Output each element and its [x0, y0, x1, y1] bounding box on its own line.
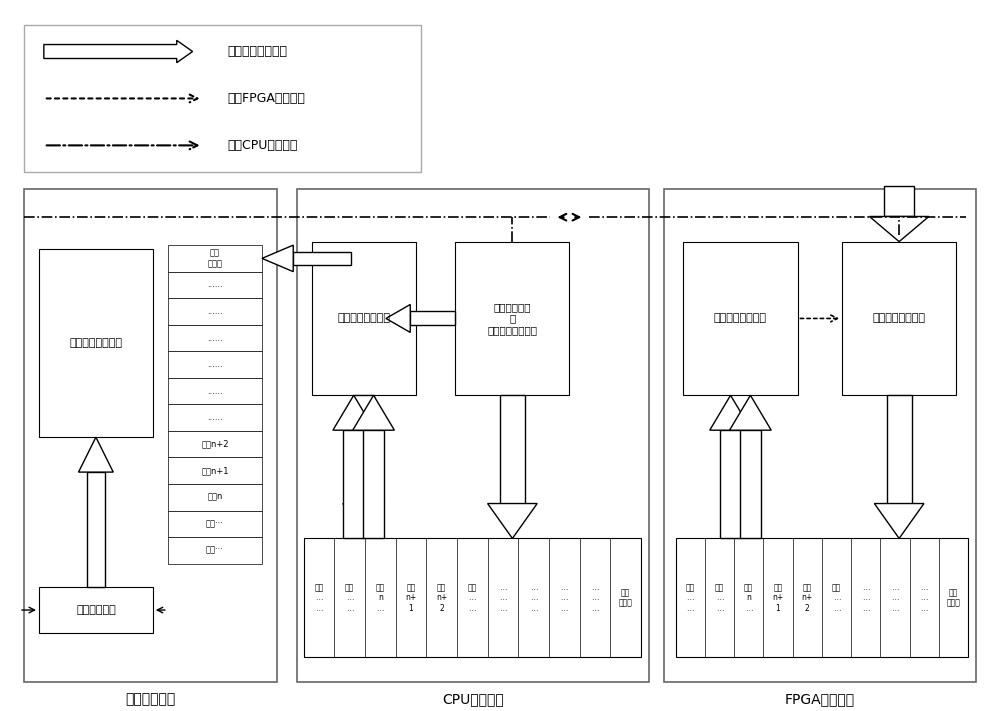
Text: 网络报文过滤: 网络报文过滤: [76, 605, 116, 615]
Bar: [720, 430, 741, 538]
Polygon shape: [333, 395, 375, 430]
Text: …
…
…: … … …: [862, 583, 869, 613]
FancyArrow shape: [44, 41, 193, 63]
Bar: [39, 249, 153, 437]
Text: 表示FPGA命令流向: 表示FPGA命令流向: [227, 92, 305, 105]
Bar: [24, 189, 277, 682]
Text: 报文
n
…: 报文 n …: [376, 583, 385, 613]
Polygon shape: [730, 395, 771, 430]
Text: …
…
…: … … …: [499, 583, 507, 613]
Polygon shape: [488, 503, 537, 538]
Text: 报文···: 报文···: [206, 519, 224, 528]
Text: ......: ......: [207, 360, 223, 369]
Text: …
…
…: … … …: [891, 583, 899, 613]
Bar: [168, 272, 262, 298]
Text: 报文
n+
1: 报文 n+ 1: [405, 583, 417, 613]
Polygon shape: [710, 395, 751, 430]
Text: 报文
缓冲区: 报文 缓冲区: [947, 588, 960, 607]
Bar: [410, 311, 455, 326]
Bar: [24, 25, 421, 172]
Bar: [293, 252, 351, 265]
Polygon shape: [343, 503, 384, 538]
Text: …
…
…: … … …: [560, 583, 568, 613]
Text: …
…
…: … … …: [920, 583, 928, 613]
Bar: [168, 510, 262, 537]
Text: 网络报文处理模块: 网络报文处理模块: [714, 314, 767, 324]
Bar: [168, 325, 262, 351]
Text: 表示网络报文流向: 表示网络报文流向: [227, 45, 287, 58]
Polygon shape: [353, 395, 394, 430]
Bar: [343, 430, 364, 538]
Bar: [168, 457, 262, 484]
Text: 报文n: 报文n: [207, 493, 223, 502]
Polygon shape: [79, 437, 113, 472]
Bar: [676, 538, 968, 657]
Polygon shape: [262, 245, 293, 272]
Text: …
…
…: … … …: [530, 583, 537, 613]
Text: ......: ......: [207, 280, 223, 289]
Text: 网络报文过滤模块: 网络报文过滤模块: [873, 314, 926, 324]
Text: 报文n+2: 报文n+2: [201, 439, 229, 449]
Bar: [500, 395, 525, 503]
Polygon shape: [874, 503, 924, 538]
Text: 报文
…
…: 报文 … …: [715, 583, 724, 613]
Polygon shape: [869, 216, 929, 242]
Bar: [664, 189, 976, 682]
Text: 报文
n+
1: 报文 n+ 1: [772, 583, 784, 613]
Text: 表示CPU命令流向: 表示CPU命令流向: [227, 139, 298, 152]
Bar: [312, 242, 416, 395]
Text: FPGA处理模块: FPGA处理模块: [785, 692, 855, 706]
Text: …
…
…: … … …: [591, 583, 599, 613]
Text: ......: ......: [207, 307, 223, 316]
Text: ......: ......: [207, 413, 223, 422]
Bar: [884, 186, 914, 216]
Text: 报文n+1: 报文n+1: [201, 466, 229, 475]
Bar: [842, 242, 956, 395]
Bar: [455, 242, 569, 395]
Text: 报文
缓冲区: 报文 缓冲区: [207, 249, 222, 268]
Text: 报文
…
…: 报文 … …: [314, 583, 324, 613]
Text: 报文
…
…: 报文 … …: [345, 583, 354, 613]
Text: 报文
…
…: 报文 … …: [832, 583, 841, 613]
Bar: [168, 245, 262, 272]
Text: 网络流量监控
及
网络报文过滤模块: 网络流量监控 及 网络报文过滤模块: [487, 302, 537, 335]
Text: 网络报文处理模块: 网络报文处理模块: [337, 314, 390, 324]
Text: CPU处理模块: CPU处理模块: [442, 692, 504, 706]
Text: 报文
缓冲区: 报文 缓冲区: [619, 588, 632, 607]
Bar: [297, 189, 649, 682]
Bar: [683, 242, 798, 395]
Bar: [168, 484, 262, 510]
Bar: [87, 472, 105, 587]
Text: 报文
n+
2: 报文 n+ 2: [802, 583, 813, 613]
Bar: [353, 395, 374, 503]
Bar: [168, 351, 262, 378]
Bar: [168, 378, 262, 405]
Text: ......: ......: [207, 387, 223, 395]
Bar: [168, 431, 262, 457]
Text: ......: ......: [207, 333, 223, 343]
Bar: [168, 298, 262, 325]
Text: 报文
…
…: 报文 … …: [468, 583, 477, 613]
Bar: [363, 430, 384, 538]
Bar: [168, 405, 262, 431]
Text: 报文···: 报文···: [206, 546, 224, 555]
Text: 报文
n+
2: 报文 n+ 2: [436, 583, 447, 613]
Bar: [304, 538, 641, 657]
Bar: [887, 395, 912, 503]
Text: 报文
n
…: 报文 n …: [744, 583, 753, 613]
Text: 网络报文处理模块: 网络报文处理模块: [69, 338, 122, 348]
Polygon shape: [386, 304, 410, 333]
Bar: [39, 587, 153, 633]
Text: 报文
…
…: 报文 … …: [686, 583, 695, 613]
Bar: [740, 430, 761, 538]
Bar: [168, 537, 262, 564]
Text: 应用处理模块: 应用处理模块: [125, 692, 176, 706]
